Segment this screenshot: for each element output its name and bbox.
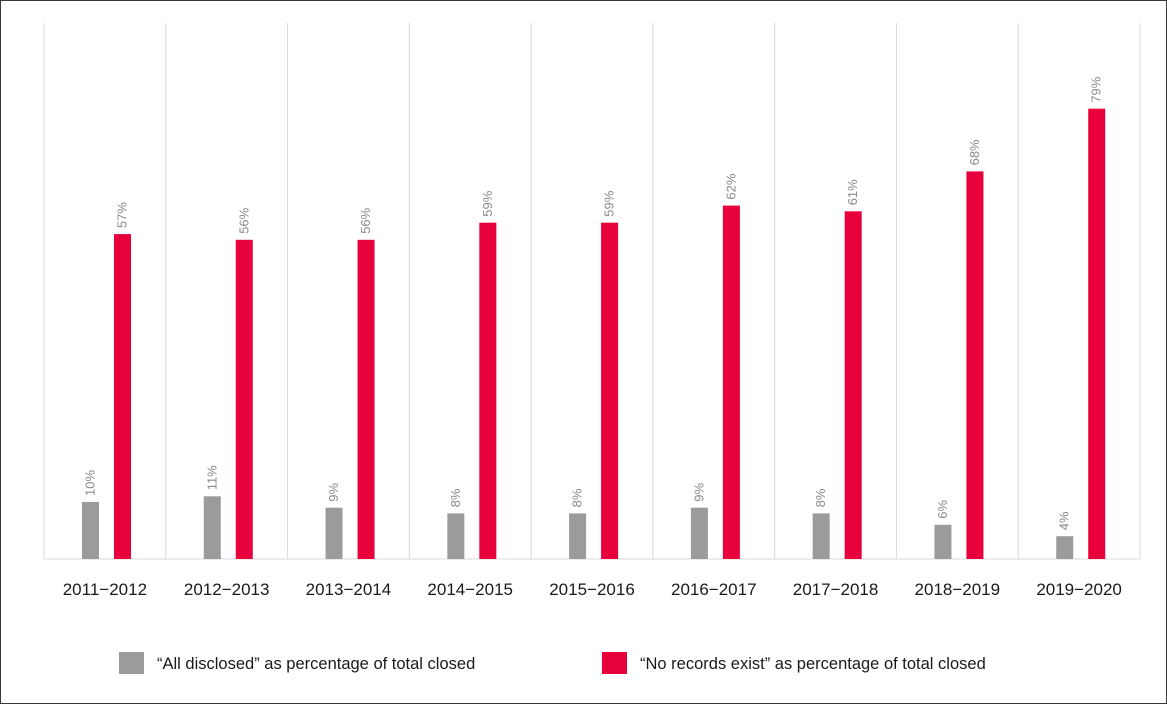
- x-tick-label: 2014−2015: [427, 580, 513, 599]
- data-label-series-2: 61%: [845, 179, 860, 205]
- bar-series-2-2011−2012: [114, 234, 131, 559]
- bar-series-2-2012−2013: [235, 239, 253, 560]
- bars: [82, 108, 1106, 560]
- x-tick-label: 2012−2013: [184, 580, 270, 599]
- bar-series-1-2017−2018: [812, 513, 830, 559]
- x-tick-label: 2016−2017: [671, 580, 757, 599]
- legend-swatch-series-2: [602, 652, 627, 674]
- bar-series-2-2015−2016: [601, 222, 619, 559]
- data-label-series-1: 8%: [448, 488, 463, 507]
- data-label-series-2: 62%: [723, 173, 738, 199]
- bar-series-1-2012−2013: [203, 496, 221, 559]
- bar-series-2-2018−2019: [966, 171, 984, 559]
- legend: “All disclosed” as percentage of total c…: [119, 652, 986, 674]
- data-label-series-2: 59%: [602, 190, 617, 216]
- grid-lines: [43, 23, 1141, 560]
- data-label-series-2: 79%: [1089, 76, 1104, 102]
- value-labels: 10% 11% 9% 8% 8% 9% 8% 6% 4% 57% 56% 56% 59% 59% 62% 61…: [83, 76, 1104, 530]
- bar-series-2-2017−2018: [844, 211, 862, 560]
- data-label-series-1: 11%: [204, 465, 219, 490]
- x-tick-label: 2019−2020: [1036, 580, 1122, 599]
- bar-series-1-2016−2017: [690, 507, 708, 559]
- legend-label-series-2: “No records exist” as percentage of tota…: [640, 655, 986, 673]
- data-label-series-2: 56%: [236, 207, 251, 233]
- legend-swatch-series-1: [119, 652, 144, 674]
- bar-series-2-2014−2015: [479, 222, 497, 559]
- data-label-series-1: 9%: [691, 482, 706, 501]
- x-tick-label: 2013−2014: [306, 580, 392, 599]
- bar-series-1-2018−2019: [934, 524, 952, 559]
- data-label-series-1: 8%: [570, 488, 585, 507]
- bar-series-2-2016−2017: [722, 205, 740, 559]
- category-labels: 2011−2012 2012−2013 2013−2014 2014−2015 2015…: [63, 580, 1122, 599]
- data-label-series-2: 68%: [967, 139, 982, 165]
- bar-series-1-2015−2016: [569, 513, 587, 559]
- data-label-series-1: 6%: [935, 500, 950, 519]
- data-label-series-1: 10%: [83, 470, 98, 496]
- x-tick-label: 2011−2012: [63, 580, 147, 599]
- bar-series-2-2019−2020: [1088, 108, 1106, 559]
- bar-series-1-2019−2020: [1056, 536, 1074, 559]
- data-label-series-2: 56%: [358, 207, 373, 233]
- bar-series-2-2013−2014: [357, 239, 375, 560]
- bar-series-1-2011−2012: [82, 502, 99, 559]
- data-label-series-2: 57%: [115, 202, 130, 228]
- data-label-series-1: 4%: [1057, 511, 1072, 530]
- bar-series-1-2013−2014: [325, 507, 343, 559]
- legend-label-series-1: “All disclosed” as percentage of total c…: [157, 655, 475, 673]
- x-tick-label: 2017−2018: [793, 580, 879, 599]
- x-tick-label: 2015−2016: [549, 580, 635, 599]
- data-label-series-2: 59%: [480, 190, 495, 216]
- x-tick-label: 2018−2019: [915, 580, 1001, 599]
- data-label-series-1: 9%: [326, 482, 341, 501]
- data-label-series-1: 8%: [813, 488, 828, 507]
- bar-series-1-2014−2015: [447, 513, 465, 559]
